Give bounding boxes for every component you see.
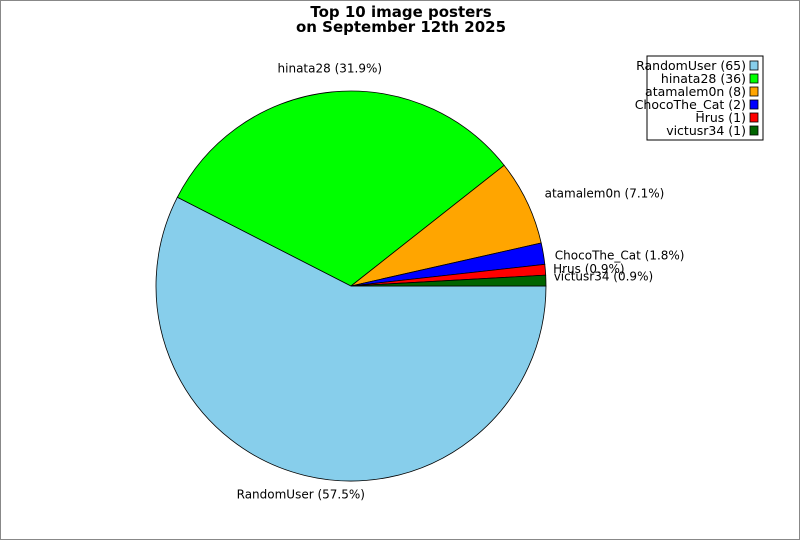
legend-entry-atamalem0n: atamalem0n (8) [645, 84, 746, 99]
legend-entry-chocothe-cat: ChocoThe_Cat (2) [635, 97, 746, 112]
legend-swatch-hrus [749, 112, 759, 123]
pie-slice-randomuser [155, 196, 547, 482]
chart-title-line-2: on September 12th 2025 [296, 18, 506, 36]
legend-swatch-chocothe-cat [749, 99, 759, 110]
legend-entry-hinata28: hinata28 (36) [661, 71, 746, 86]
legend-swatch-randomuser [749, 60, 759, 71]
legend-swatch-hinata28 [749, 73, 759, 84]
legend: RandomUser (65)hinata28 (36)atamalem0n (… [635, 55, 764, 141]
slice-label-randomuser: RandomUser (57.5%) [237, 488, 365, 502]
slice-label-victusr34: victusr34 (0.9%) [554, 269, 653, 283]
legend-swatch-victusr34 [749, 125, 759, 136]
slice-label-atamalem0n: atamalem0n (7.1%) [545, 187, 665, 201]
slice-label-hinata28: hinata28 (31.9%) [278, 62, 383, 76]
chart-title-line-1: Top 10 image posters [310, 3, 491, 21]
slice-label-hrus: Hrus (0.9%) [553, 262, 624, 276]
slice-label-chocothe-cat: ChocoThe_Cat (1.8%) [555, 249, 685, 263]
legend-box [646, 55, 764, 141]
legend-entry-randomuser: RandomUser (65) [636, 58, 746, 73]
slice-labels: RandomUser (57.5%) hinata28 (31.9%) atamal… [237, 62, 685, 502]
legend-entry-hrus: Hrus (1) [695, 110, 746, 125]
pie-slice-hinata28 [176, 90, 505, 287]
legend-entry-victusr34: victusr34 (1) [666, 123, 746, 138]
pie-slice-victusr34 [350, 274, 547, 287]
pie-slices [155, 90, 547, 482]
legend-swatch-atamalem0n [749, 86, 759, 97]
